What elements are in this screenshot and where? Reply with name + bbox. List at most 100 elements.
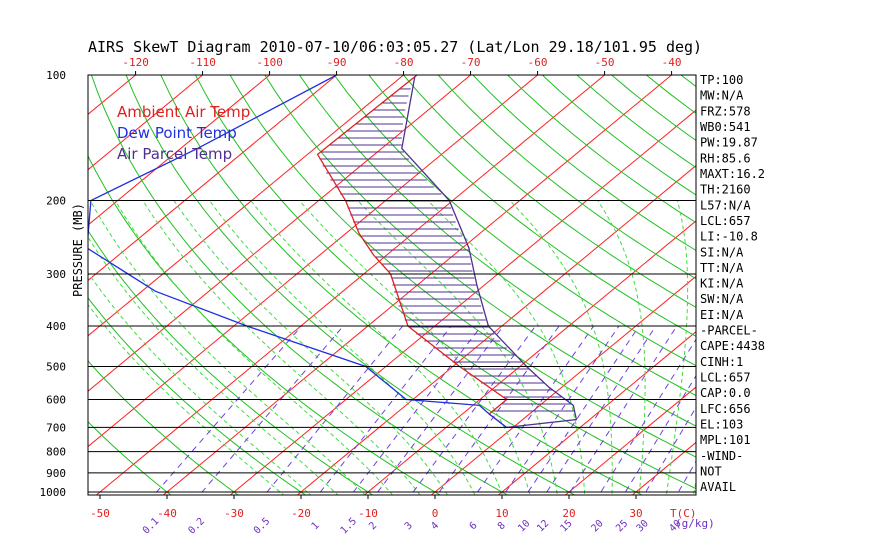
index-readout: CAP:0.0 — [700, 386, 751, 400]
mixing-ratio-unit-label: (g/kg) — [675, 517, 715, 530]
pressure-tick-label: 500 — [46, 360, 66, 373]
bottom-temp-tick-label: 0 — [432, 507, 439, 520]
moist-adiabat-line — [88, 271, 312, 495]
pressure-tick-label: 1000 — [40, 486, 67, 499]
pressure-tick-label: 300 — [46, 268, 66, 281]
index-readout: LCL:657 — [700, 214, 751, 228]
moist-adiabat-line — [88, 303, 285, 495]
mixing-ratio-line — [622, 374, 696, 495]
isotherm-line — [564, 386, 696, 495]
isotherm-line — [296, 164, 696, 495]
dry-adiabat-line — [125, 75, 576, 495]
index-readout: MW:N/A — [700, 89, 744, 103]
isotherm-line — [88, 75, 271, 226]
mixing-ratio-line — [474, 325, 594, 495]
dry-adiabat-line — [90, 75, 509, 495]
index-readout: RH:85.6 — [700, 151, 751, 165]
pressure-tick-label: 200 — [46, 195, 66, 208]
dry-adiabat-line — [195, 75, 696, 490]
isotherm-line — [88, 75, 338, 282]
mixing-ratio-label: 20 — [590, 518, 606, 534]
index-readout: FRZ:578 — [700, 104, 751, 118]
moist-adiabat-line — [299, 200, 531, 495]
bottom-temp-tick-label: 20 — [562, 507, 575, 520]
dry-adiabat-line — [88, 296, 307, 495]
isotherm-line — [88, 75, 539, 448]
dry-adiabat-line — [645, 75, 696, 114]
series-line-air-parcel-temp — [401, 76, 578, 429]
dry-adiabat-line — [88, 154, 442, 495]
mixing-ratio-label: 15 — [559, 518, 575, 534]
mixing-ratio-line — [503, 325, 620, 495]
dry-adiabat-line — [472, 75, 696, 252]
dry-adiabat-line — [88, 360, 239, 495]
index-readout: TT:N/A — [700, 261, 744, 275]
legend-entry: Air Parcel Temp — [117, 145, 232, 163]
legend-entry: Ambient Air Temp — [117, 103, 250, 121]
legend-entry: Dew Point Temp — [117, 124, 237, 142]
mixing-ratio-label: 12 — [535, 518, 551, 534]
dry-adiabat-line — [160, 75, 644, 495]
index-readout: WB0:541 — [700, 120, 751, 134]
chart-title: AIRS SkewT Diagram 2010-07-10/06:03:05.2… — [88, 38, 702, 56]
moist-adiabat-line — [509, 200, 613, 495]
top-temp-tick-label: -110 — [189, 56, 216, 69]
index-readout: CINH:1 — [700, 355, 743, 369]
mixing-ratio-label: 6 — [468, 520, 480, 532]
mixing-ratio-line — [198, 325, 344, 495]
top-temp-tick-label: -100 — [256, 56, 283, 69]
top-temp-tick-label: -120 — [122, 56, 149, 69]
mixing-ratio-label: 2 — [367, 520, 379, 532]
mixing-ratio-label: 1 — [310, 520, 322, 532]
bottom-unit-label: T(C) — [670, 507, 697, 520]
index-readout: L57:N/A — [700, 198, 751, 212]
mixing-ratio-line — [676, 460, 696, 495]
moist-adiabat-line — [208, 200, 476, 495]
pressure-tick-label: 100 — [46, 69, 66, 82]
index-readout: MAXT:16.2 — [700, 167, 765, 181]
dry-adiabat-line — [437, 75, 696, 280]
mixing-ratio-line — [525, 325, 640, 495]
moist-adiabat-line — [88, 236, 339, 495]
pressure-tick-label: 700 — [46, 421, 66, 434]
index-readout: KI:N/A — [700, 277, 744, 291]
mixing-ratio-label: 0.2 — [187, 516, 208, 537]
index-readout: -WIND- — [700, 449, 743, 463]
isotherm-line — [363, 220, 696, 495]
bottom-temp-tick-label: -50 — [90, 507, 110, 520]
mixing-ratio-line — [643, 406, 696, 495]
mixing-ratio-label: 0.5 — [252, 516, 273, 537]
dry-adiabat-line — [820, 75, 870, 501]
index-readout: PW:19.87 — [700, 136, 758, 150]
bottom-temp-tick-label: -20 — [291, 507, 311, 520]
mixing-ratio-line — [436, 325, 560, 495]
index-readout: TH:2160 — [700, 183, 751, 197]
isotherm-line — [162, 75, 673, 495]
mixing-ratio-label: 25 — [614, 518, 630, 534]
moist-adiabat-line — [89, 200, 366, 495]
index-readout: NOT — [700, 465, 722, 479]
mixing-ratio-line — [567, 325, 678, 495]
top-temp-tick-label: -80 — [394, 56, 414, 69]
dry-adiabat-line — [368, 75, 696, 337]
top-temp-tick-label: -60 — [528, 56, 548, 69]
moist-adiabat-line — [427, 200, 586, 495]
pressure-tick-label: 900 — [46, 467, 66, 480]
isotherm-line — [497, 331, 696, 495]
mixing-ratio-label: 30 — [635, 518, 651, 534]
index-readout: -PARCEL- — [700, 324, 758, 338]
dry-adiabat-line — [507, 75, 696, 224]
isotherm-line — [88, 75, 405, 337]
mixing-ratio-line — [544, 325, 657, 495]
pressure-tick-label: 800 — [46, 446, 66, 459]
mixing-ratio-label: 1.5 — [339, 516, 360, 537]
mixing-ratio-label: 8 — [496, 520, 508, 532]
mixing-ratio-line — [317, 325, 452, 495]
index-readout: AVAIL — [700, 480, 736, 494]
index-readout: CAPE:4438 — [700, 339, 765, 353]
bottom-temp-tick-label: -30 — [224, 507, 244, 520]
isotherm-line — [0, 66, 13, 501]
mixing-ratio-label: 4 — [429, 520, 441, 532]
moist-adiabat-line — [357, 200, 558, 495]
